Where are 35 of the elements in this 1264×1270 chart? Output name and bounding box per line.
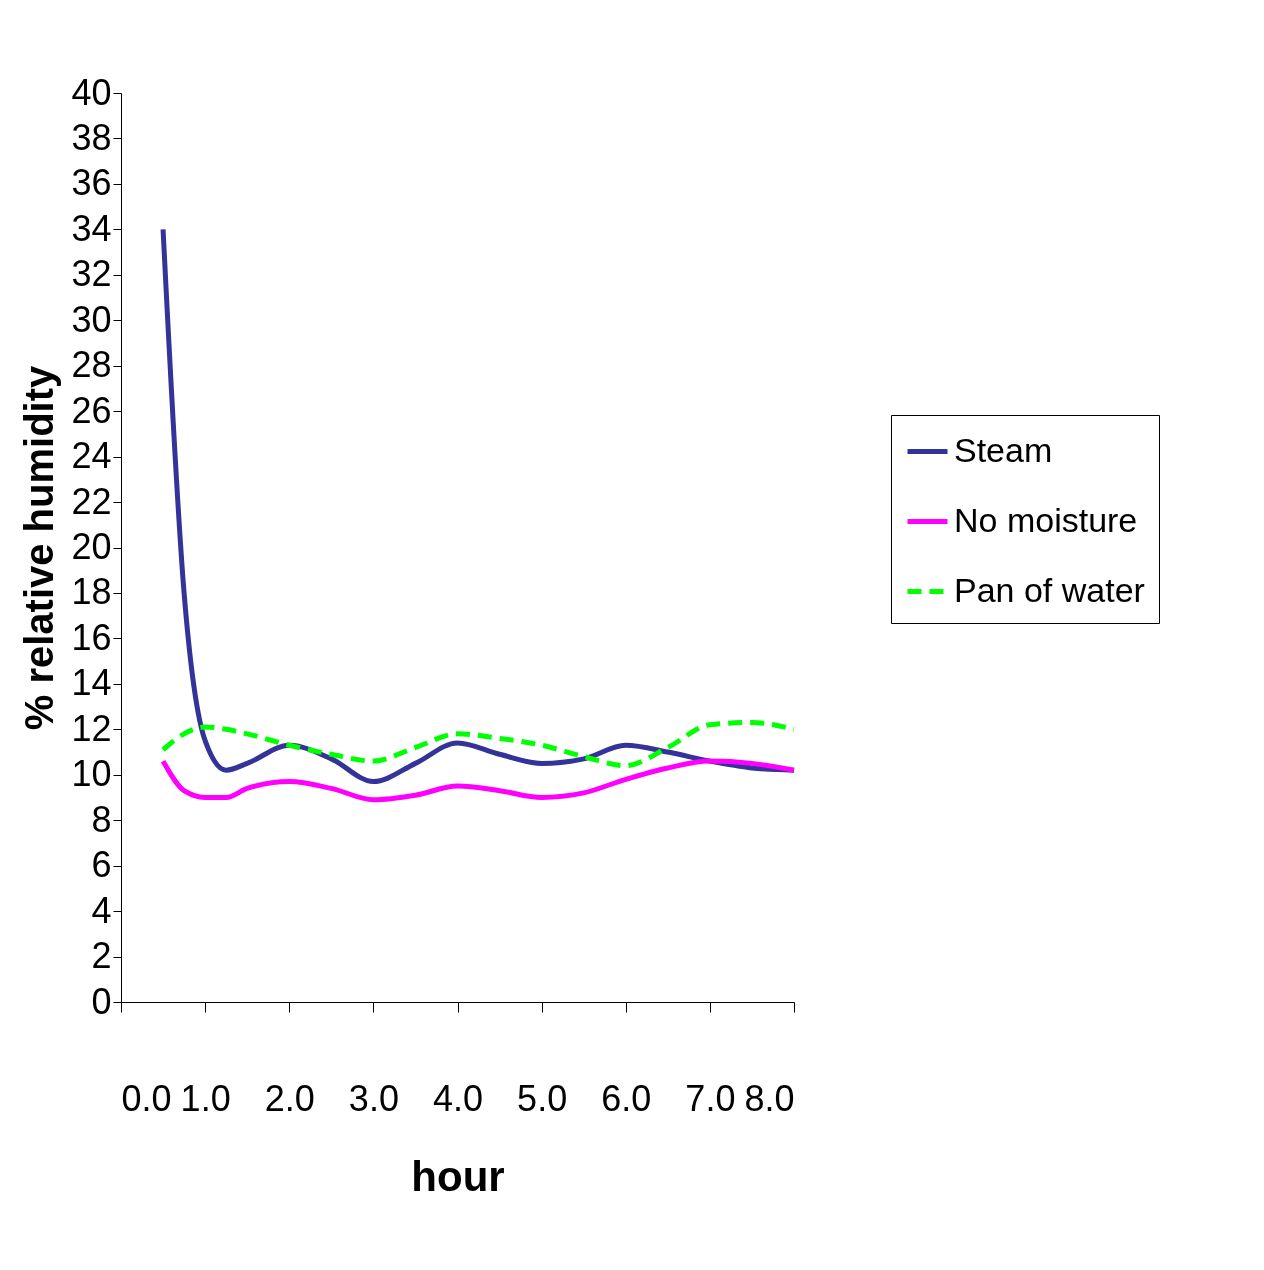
legend-label: Steam bbox=[954, 430, 1053, 469]
y-tick-label: 32 bbox=[71, 253, 112, 295]
y-tick-label: 36 bbox=[71, 162, 112, 204]
y-tick-label: 12 bbox=[71, 707, 112, 749]
x-tick-label: 2.0 bbox=[264, 1077, 315, 1119]
y-tick-label: 26 bbox=[71, 389, 112, 431]
x-tick-label: 5.0 bbox=[517, 1077, 568, 1119]
x-tick-label: 1.0 bbox=[180, 1077, 231, 1119]
x-tick-label: 7.0 bbox=[685, 1077, 736, 1119]
y-tick-label: 2 bbox=[91, 935, 112, 977]
y-tick-label: 18 bbox=[71, 571, 112, 613]
y-tick-label: 8 bbox=[91, 798, 112, 840]
y-axis-title: % relative humidity bbox=[17, 364, 62, 731]
y-tick-label: 6 bbox=[91, 844, 112, 886]
y-tick-label: 20 bbox=[71, 526, 112, 567]
y-tick-label: 28 bbox=[71, 344, 112, 386]
legend-label: Pan of water bbox=[954, 570, 1145, 609]
y-tick-label: 30 bbox=[71, 298, 112, 340]
y-tick-label: 38 bbox=[71, 116, 112, 158]
x-tick-label: 3.0 bbox=[348, 1077, 399, 1119]
x-tick-label: 6.0 bbox=[601, 1077, 652, 1119]
x-tick-label: 0.0 bbox=[121, 1077, 172, 1119]
y-tick-label: 16 bbox=[71, 616, 112, 658]
x-tick-label: 8.0 bbox=[744, 1077, 795, 1119]
y-tick-label: 34 bbox=[71, 207, 112, 249]
y-tick-label: 40 bbox=[71, 71, 112, 113]
y-tick-label: 24 bbox=[71, 435, 112, 477]
y-tick-label: 4 bbox=[91, 889, 112, 931]
x-tick-label: 4.0 bbox=[432, 1077, 484, 1119]
legend-label: No moisture bbox=[954, 500, 1138, 539]
y-tick-label: 14 bbox=[71, 662, 112, 704]
y-tick-label: 0 bbox=[91, 980, 112, 1022]
y-tick-label: 10 bbox=[71, 753, 112, 795]
x-axis-title: hour bbox=[411, 1152, 505, 1200]
y-tick-label: 22 bbox=[71, 480, 112, 522]
